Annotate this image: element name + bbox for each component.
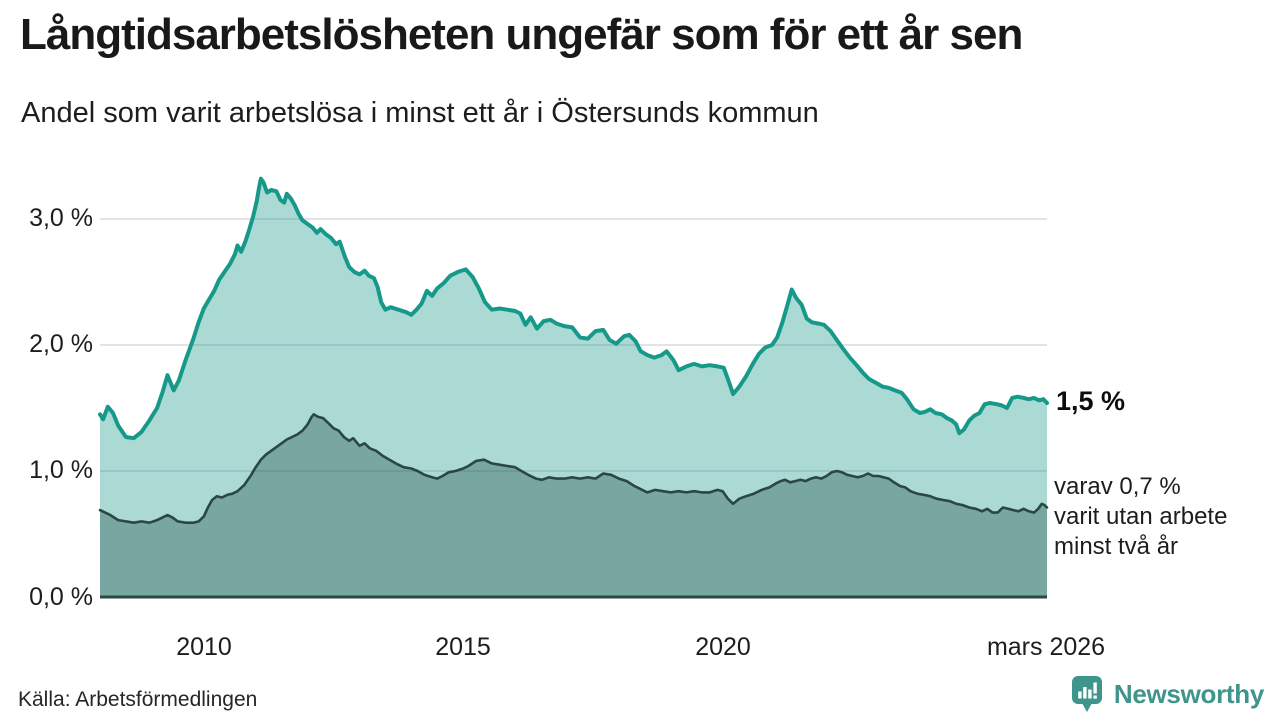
x-axis-tick-mars-2026: mars 2026 (986, 633, 1106, 661)
x-axis-tick-2015: 2015 (435, 633, 491, 661)
x-axis-tick-2020: 2020 (695, 633, 751, 661)
newsworthy-bubble-chart-icon (1071, 676, 1102, 712)
x-axis-tick-2010: 2010 (176, 633, 232, 661)
series-two-year-annotation: varav 0,7 % varit utan arbete minst två … (1054, 473, 1228, 560)
brand-link[interactable]: Newsworthy (1069, 674, 1264, 714)
source-credit: Källa: Arbetsförmedlingen (18, 688, 258, 711)
y-axis-tick-2: 2,0 % (29, 330, 93, 358)
y-axis-tick-1: 1,0 % (29, 456, 93, 484)
y-axis-tick-0: 0,0 % (29, 583, 93, 611)
brand-wordmark: Newsworthy (1113, 678, 1264, 709)
series-end-value-label: 1,5 % (1056, 386, 1126, 416)
page-title: Långtidsarbetslösheten ungefär som för e… (20, 10, 1023, 59)
chart-subtitle: Andel som varit arbetslösa i minst ett å… (21, 97, 819, 129)
y-axis-tick-3: 3,0 % (29, 204, 93, 232)
